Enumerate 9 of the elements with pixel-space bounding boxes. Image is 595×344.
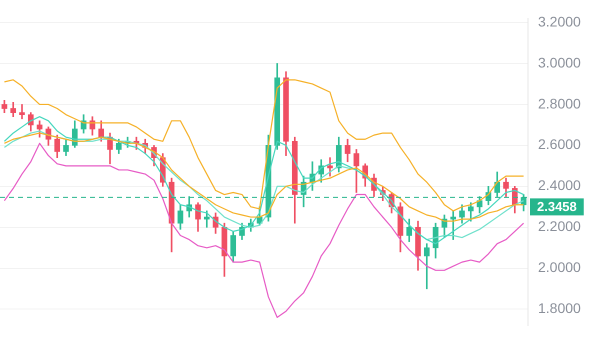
y-tick-label: 1.8000 (538, 300, 582, 316)
y-tick-label: 2.0000 (538, 259, 582, 276)
ref-line-label: 2.3458 (537, 199, 577, 214)
y-tick-label: 2.6000 (538, 136, 582, 152)
y-tick-label: 3.2000 (538, 13, 582, 30)
y-tick-label: 2.2000 (538, 218, 582, 234)
y-tick-label: 2.4000 (538, 177, 582, 194)
y-tick-label: 2.8000 (538, 95, 582, 112)
y-tick-label: 3.0000 (538, 54, 582, 70)
